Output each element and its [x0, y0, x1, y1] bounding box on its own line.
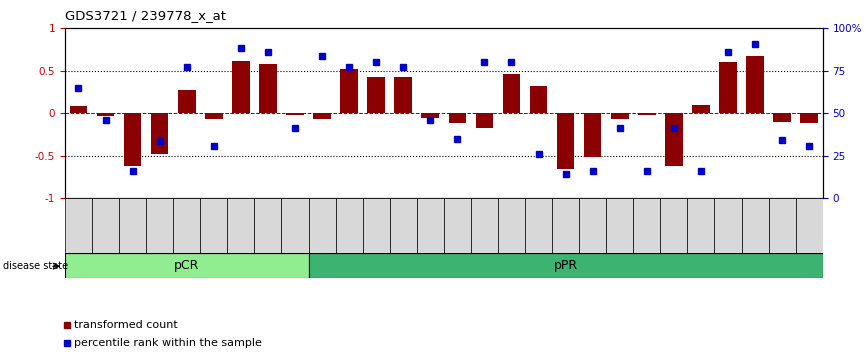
Bar [97, 113, 114, 116]
Text: pCR: pCR [174, 259, 199, 272]
Bar [417, 198, 443, 253]
Bar [692, 105, 710, 113]
Bar [308, 253, 823, 278]
Bar [65, 253, 308, 278]
Text: pPR: pPR [553, 259, 578, 272]
Bar [390, 198, 417, 253]
Bar [335, 198, 363, 253]
Bar [200, 198, 227, 253]
Bar [800, 113, 818, 124]
Bar [124, 113, 141, 166]
Bar [281, 198, 308, 253]
Text: transformed count: transformed count [74, 320, 178, 330]
Bar [719, 62, 737, 113]
Bar [773, 113, 791, 122]
Text: GDS3721 / 239778_x_at: GDS3721 / 239778_x_at [65, 9, 226, 22]
Bar [660, 198, 688, 253]
Bar [313, 113, 331, 119]
Bar [606, 198, 633, 253]
Bar [255, 198, 281, 253]
Bar [146, 198, 173, 253]
Bar [530, 86, 547, 113]
Bar [151, 113, 169, 154]
Text: percentile rank within the sample: percentile rank within the sample [74, 338, 262, 348]
Bar [502, 74, 520, 113]
Text: disease state: disease state [3, 261, 68, 271]
Bar [308, 198, 335, 253]
Bar [178, 90, 196, 113]
Bar [579, 198, 606, 253]
Bar [449, 113, 466, 124]
Bar [768, 198, 796, 253]
Bar [584, 113, 602, 158]
Bar [69, 107, 87, 113]
Bar [525, 198, 553, 253]
Bar [633, 198, 660, 253]
Bar [611, 113, 629, 119]
Bar [665, 113, 682, 166]
Bar [741, 198, 768, 253]
Bar [746, 56, 764, 113]
Bar [688, 198, 714, 253]
Bar [796, 198, 823, 253]
Bar [65, 198, 92, 253]
Bar [471, 198, 498, 253]
Bar [714, 198, 741, 253]
Bar [340, 69, 358, 113]
Bar [173, 198, 200, 253]
Bar [227, 198, 255, 253]
Bar [498, 198, 525, 253]
Bar [443, 198, 471, 253]
Bar [422, 113, 439, 118]
Bar [205, 113, 223, 119]
Bar [92, 198, 119, 253]
Bar [553, 198, 579, 253]
Bar [119, 198, 146, 253]
Bar [286, 113, 304, 115]
Bar [232, 61, 249, 113]
Bar [475, 113, 494, 128]
Bar [557, 113, 574, 169]
Bar [367, 77, 385, 113]
Bar [259, 64, 277, 113]
Bar [638, 113, 656, 115]
Bar [394, 77, 412, 113]
Bar [363, 198, 390, 253]
